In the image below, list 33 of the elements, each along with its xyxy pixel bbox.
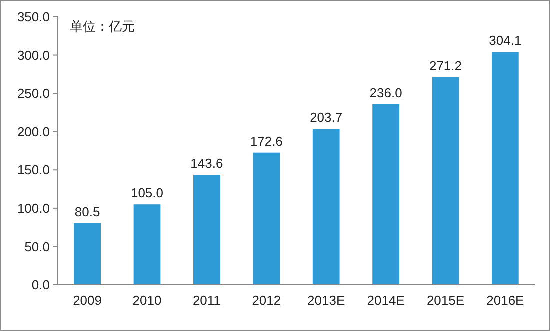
y-tick-label: 100.0 bbox=[17, 200, 50, 216]
annotation: 单位：亿元 bbox=[70, 19, 135, 34]
x-tick-label: 2010 bbox=[132, 293, 162, 308]
x-tick-label: 2012 bbox=[252, 293, 282, 308]
bar bbox=[74, 223, 101, 285]
bar bbox=[372, 104, 400, 285]
data-label: 271.2 bbox=[429, 58, 462, 74]
bar bbox=[492, 52, 519, 285]
x-tick-label: 2009 bbox=[73, 293, 102, 308]
data-label: 236.0 bbox=[370, 85, 402, 100]
bar bbox=[432, 77, 460, 285]
x-tick-label: 2014E bbox=[367, 293, 406, 308]
data-label: 203.7 bbox=[310, 110, 343, 126]
data-label: 172.6 bbox=[250, 134, 283, 149]
bar bbox=[134, 204, 161, 285]
data-label: 304.1 bbox=[489, 33, 522, 48]
bar bbox=[253, 152, 280, 285]
x-tick-label: 2011 bbox=[192, 293, 221, 308]
y-tick-label: 200.0 bbox=[17, 124, 50, 140]
y-tick-label: 300.0 bbox=[17, 48, 50, 63]
data-label: 80.5 bbox=[74, 204, 100, 220]
bar bbox=[312, 129, 340, 285]
y-tick-label: 150.0 bbox=[17, 162, 50, 178]
bar bbox=[194, 175, 220, 285]
x-tick-label: 2013E bbox=[308, 293, 346, 308]
y-tick-label: 350.0 bbox=[17, 10, 50, 25]
x-tick-label: 2015E bbox=[426, 293, 465, 308]
data-label: 105.0 bbox=[130, 186, 164, 201]
y-tick-label: 250.0 bbox=[17, 86, 50, 102]
data-label: 143.6 bbox=[190, 156, 224, 172]
y-tick-label: 0.0 bbox=[32, 278, 50, 293]
y-tick-label: 50.0 bbox=[24, 239, 50, 254]
x-tick-label: 2016E bbox=[486, 293, 525, 308]
